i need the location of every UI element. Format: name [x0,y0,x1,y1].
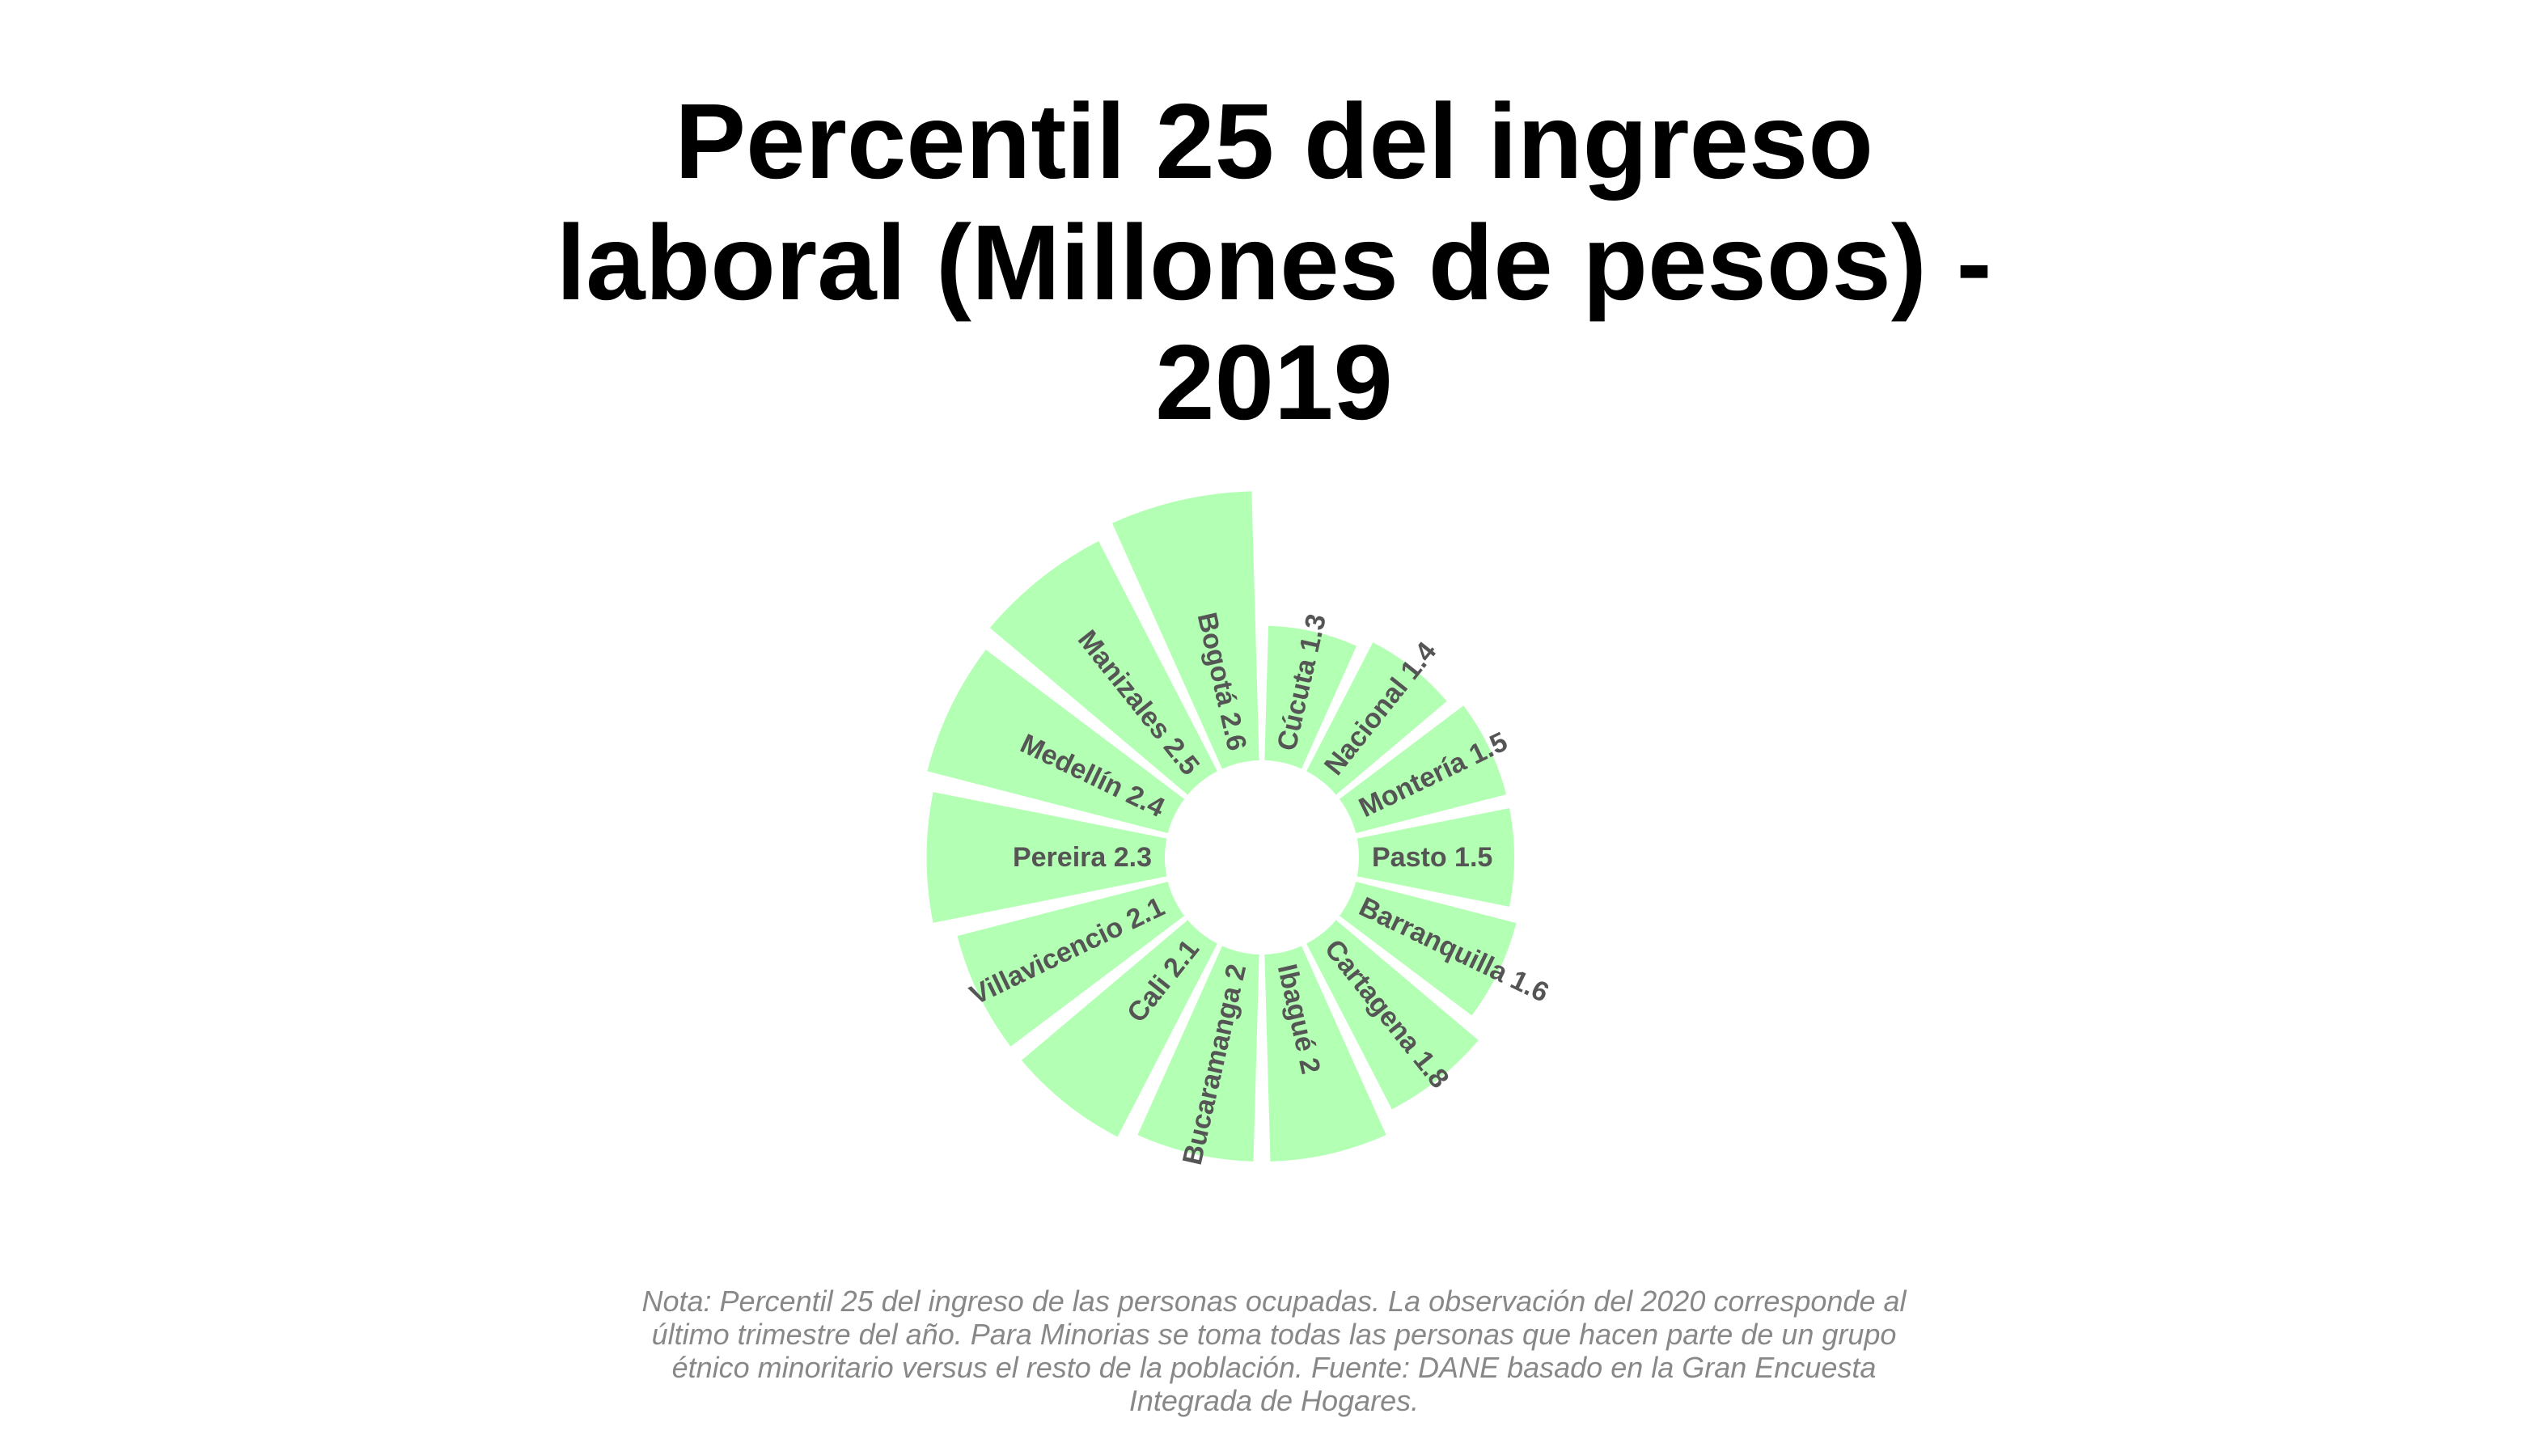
bar-villavicencio [957,881,1185,1047]
bar-medellín [927,650,1185,834]
chart-note: Nota: Percentil 25 del ingreso de las pe… [641,1285,1907,1417]
note-line-1: Nota: Percentil 25 del ingreso de las pe… [641,1285,1907,1318]
chart-title: Percentil 25 del ingreso laboral (Millon… [557,82,1992,442]
bar-cúcuta [1264,625,1357,769]
bar-ibagué [1264,946,1386,1162]
bar-manizales [989,541,1217,795]
bar-pereira [926,792,1167,923]
bar-label-pasto: Pasto 1.5 [1372,842,1492,873]
bar-label-pereira: Pereira 2.3 [1013,842,1152,873]
bar-cartagena [1306,920,1479,1110]
circular-bars [926,491,1517,1162]
bar-nacional [1306,642,1447,795]
bar-bogotá [1112,491,1259,769]
bar-cali [1021,920,1217,1137]
bar-bucaramanga [1137,946,1259,1162]
note-line-2: último trimestre del año. Para Minorias … [652,1318,1897,1351]
chart-title-line-2: laboral (Millones de pesos) - [557,203,1992,322]
note-line-3: étnico minoritario versus el resto de la… [672,1351,1877,1384]
bar-montería [1339,705,1507,834]
bar-pasto [1357,808,1514,907]
chart-title-line-1: Percentil 25 del ingreso [675,82,1873,201]
bar-barranquilla [1339,881,1517,1016]
note-line-4: Integrada de Hogares. [1129,1384,1419,1417]
chart-title-line-3: 2019 [1155,323,1393,442]
